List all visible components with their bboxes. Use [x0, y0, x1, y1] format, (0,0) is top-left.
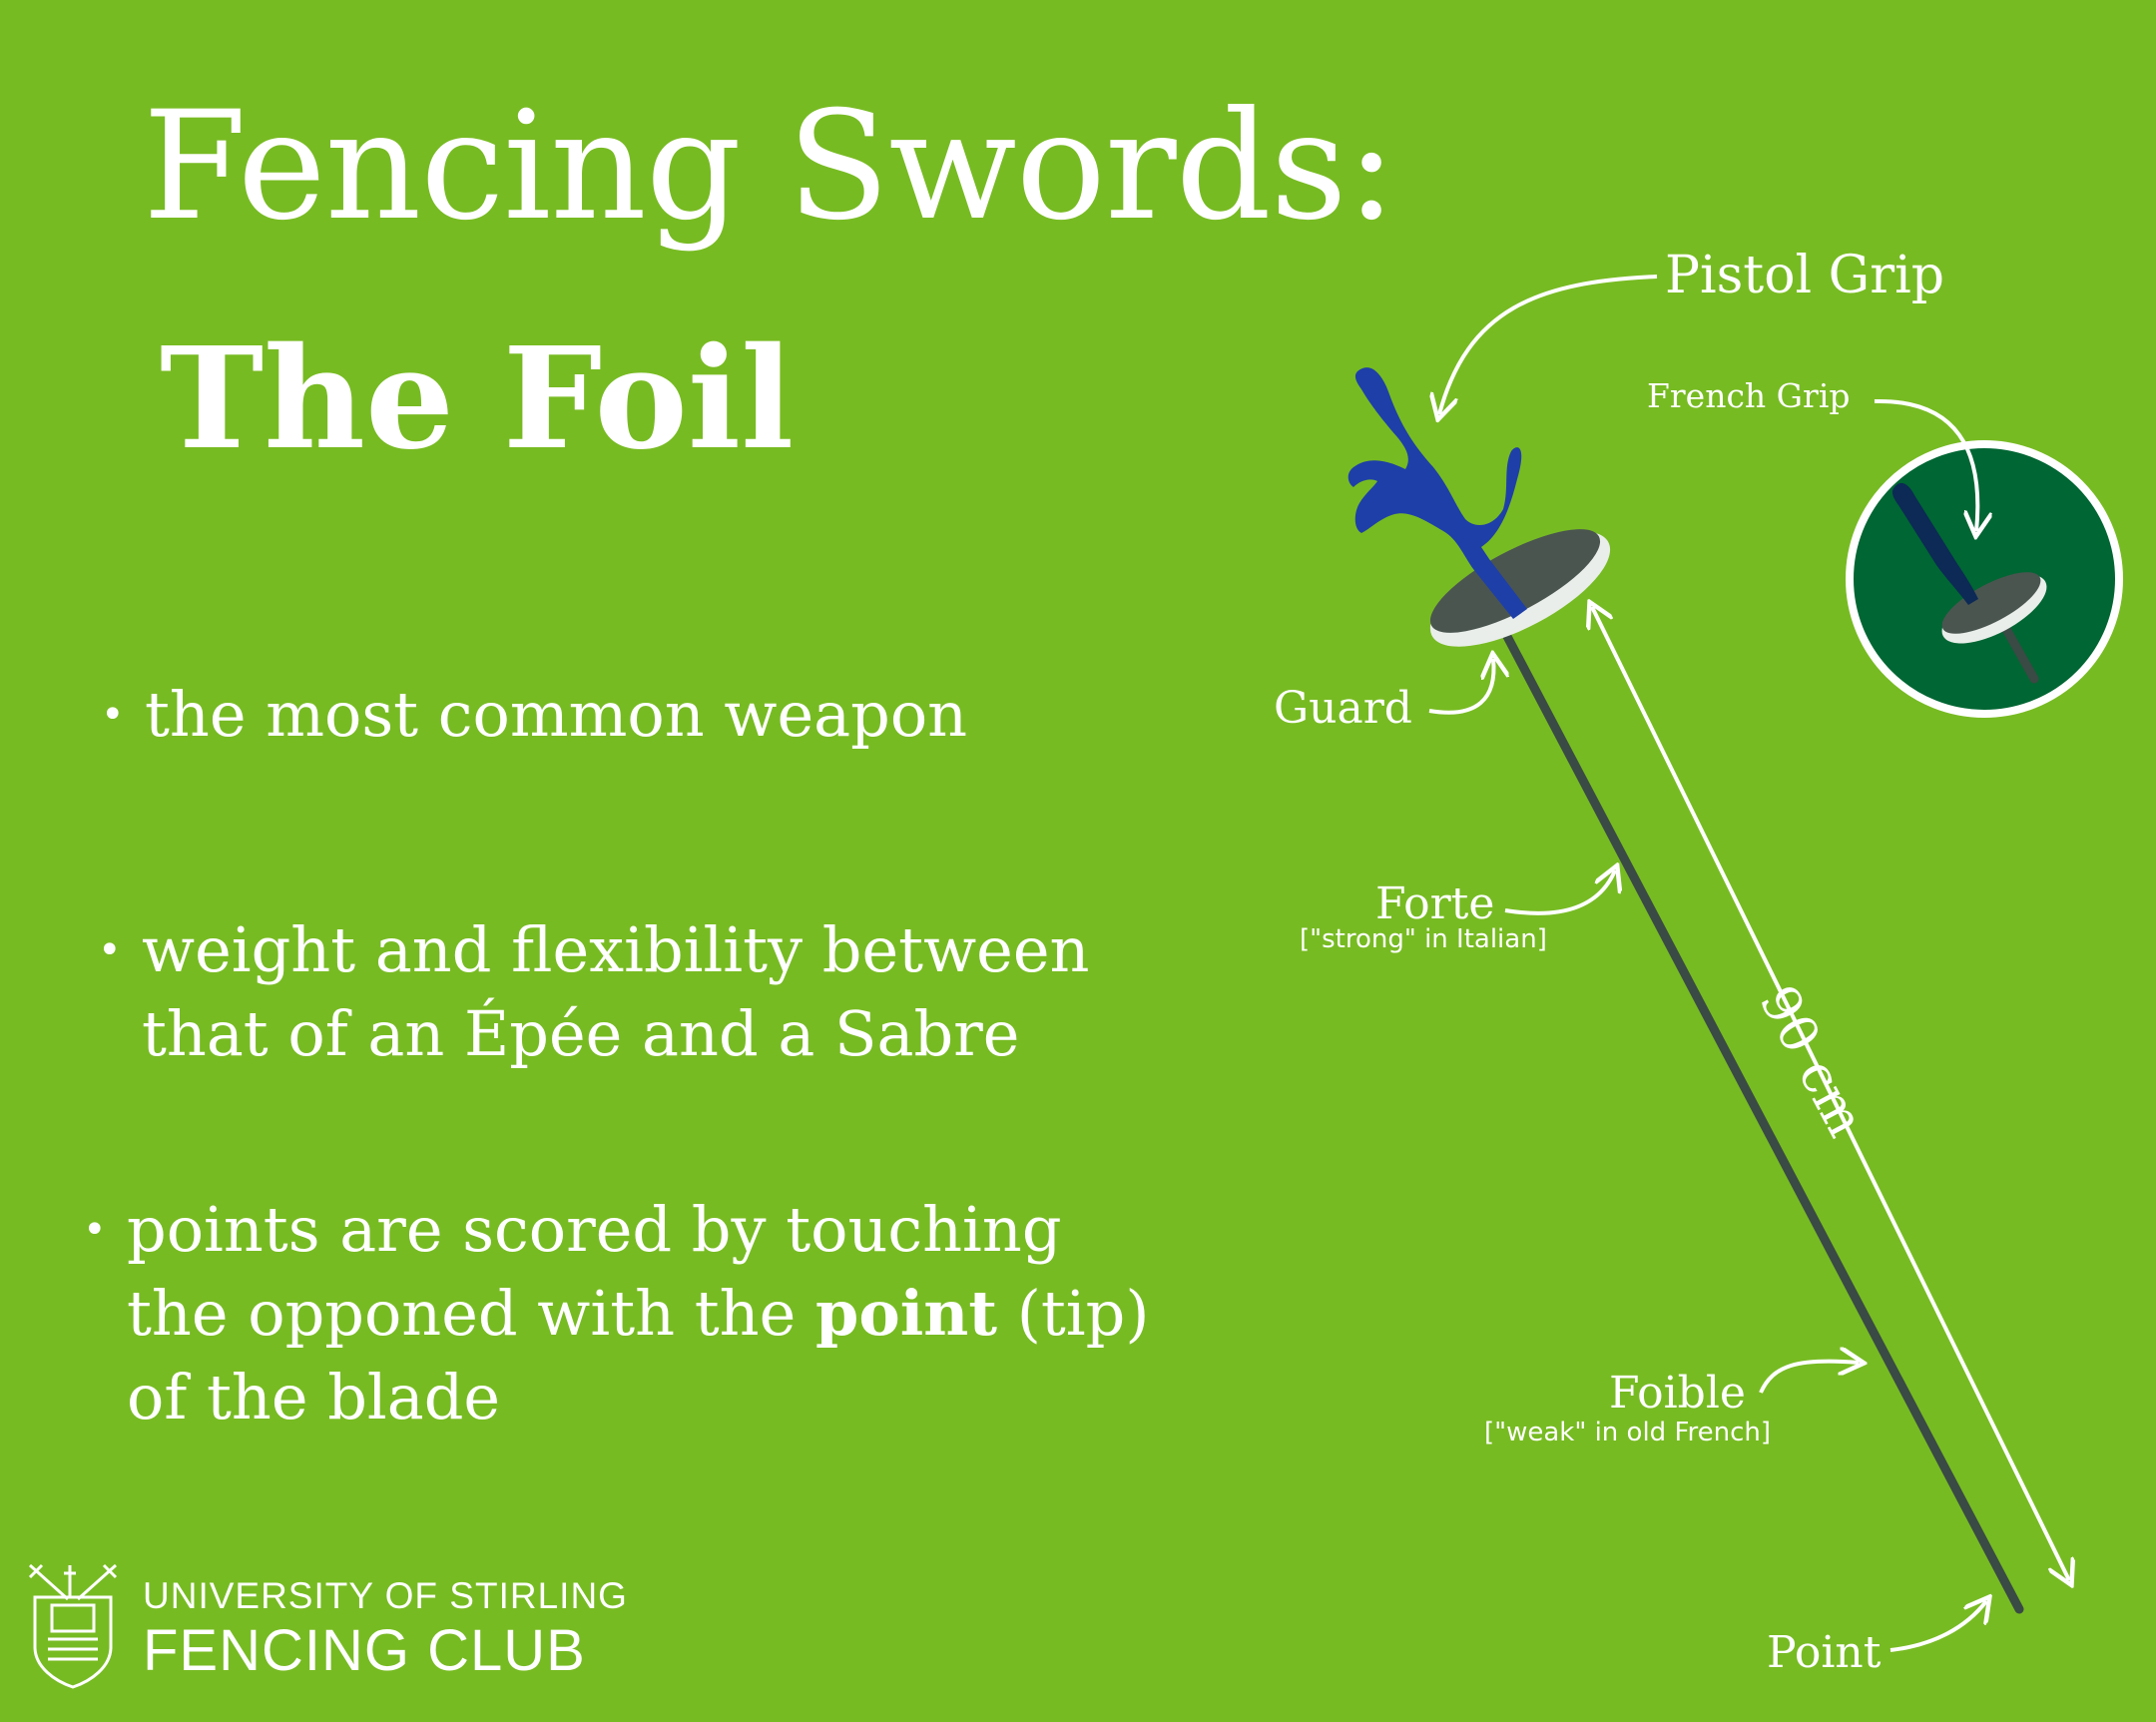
- pistol-grip-arrow: [1439, 275, 1658, 414]
- french-grip-arrow: [1874, 398, 1977, 531]
- forte-label: Forte: [1375, 878, 1495, 929]
- bullet-dot: •: [98, 927, 122, 973]
- french-grip-inset: [1846, 440, 2123, 718]
- bullet-dot: •: [101, 692, 125, 738]
- page-subtitle: The Foil: [160, 317, 795, 481]
- guard-arrow: [1428, 659, 1493, 715]
- forte-arrow: [1504, 870, 1615, 915]
- club-name-line1: UNIVERSITY OF STIRLING: [143, 1575, 628, 1616]
- emphasis-point: point: [815, 1277, 997, 1350]
- pistol-grip: [1348, 367, 1527, 619]
- point-label: Point: [1767, 1627, 1882, 1678]
- foil-guard: [1429, 529, 1611, 647]
- pistol-grip-label: Pistol Grip: [1665, 246, 1944, 305]
- foil-blade: [1497, 622, 2024, 1614]
- crossed-swords-crest-icon: [28, 1563, 118, 1689]
- french-grip-label: French Grip: [1647, 376, 1851, 415]
- bullet-dot: •: [83, 1207, 107, 1253]
- guard-label: Guard: [1274, 683, 1412, 734]
- forte-note: ["strong" in Italian]: [1300, 924, 1547, 954]
- point-arrow: [1889, 1601, 1986, 1652]
- bullet-item: • points are scored by touching the oppo…: [83, 1188, 1150, 1439]
- page-title: Fencing Swords:: [143, 80, 1396, 254]
- length-arrow: [1592, 607, 2069, 1580]
- bullet-item: • the most common weapon: [101, 673, 967, 757]
- foible-arrow: [1759, 1362, 1859, 1394]
- foible-note: ["weak" in old French]: [1484, 1418, 1772, 1447]
- bullet-item: • weight and flexibility between that of…: [98, 908, 1089, 1076]
- foible-label: Foible: [1609, 1368, 1746, 1419]
- club-name-line2: FENCING CLUB: [143, 1618, 586, 1683]
